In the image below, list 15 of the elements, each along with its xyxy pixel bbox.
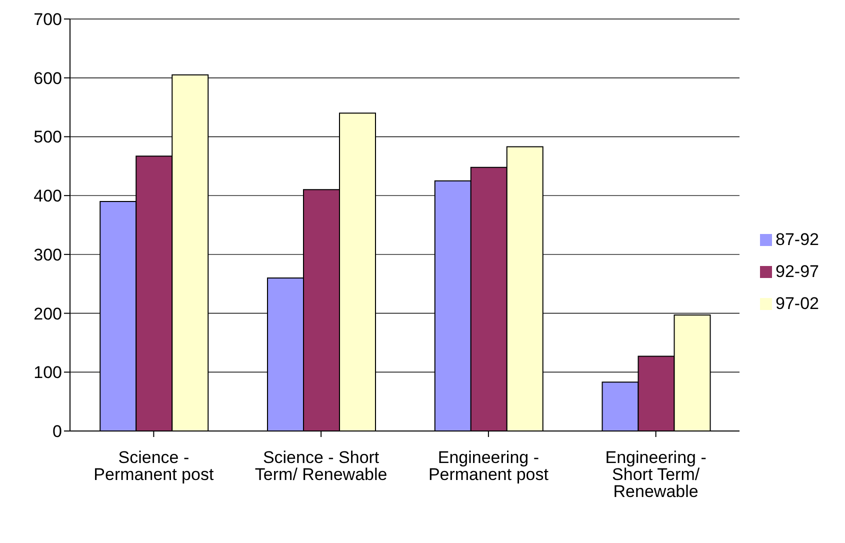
legend-label: 92-97 xyxy=(776,262,819,280)
y-tick-label: 200 xyxy=(34,304,62,324)
y-tick-label: 0 xyxy=(52,422,62,442)
y-tick-label: 600 xyxy=(34,68,62,88)
y-tick-label: 300 xyxy=(34,245,62,264)
y-tick-label: 700 xyxy=(34,10,62,30)
x-tick-label: Engineering - Permanent post xyxy=(428,448,549,484)
x-tick-label: Engineering - Short Term/ Renewable xyxy=(605,448,706,502)
x-tick-label: Science - Permanent post xyxy=(94,448,214,484)
y-tick-label: 100 xyxy=(34,363,62,382)
y-tick-label: 500 xyxy=(34,128,62,147)
legend-label: 97-02 xyxy=(776,294,819,312)
x-tick-label: Science - Short Term/ Renewable xyxy=(254,448,388,484)
legend-label: 87-92 xyxy=(776,230,819,248)
y-tick-label: 400 xyxy=(34,186,62,206)
